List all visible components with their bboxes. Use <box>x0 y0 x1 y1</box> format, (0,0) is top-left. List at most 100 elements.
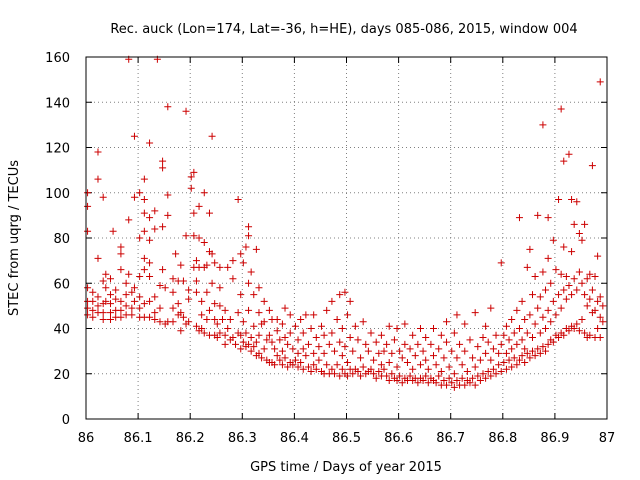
data-point <box>471 381 479 389</box>
data-point <box>109 227 117 235</box>
data-point <box>117 243 125 251</box>
data-point <box>432 379 440 387</box>
data-point <box>312 365 320 373</box>
data-point <box>151 207 159 215</box>
data-point <box>297 315 305 323</box>
x-tick-label: 86 <box>78 431 95 446</box>
data-point <box>310 311 318 319</box>
data-point <box>380 365 388 373</box>
data-point <box>271 345 279 353</box>
data-point <box>252 338 260 346</box>
data-point <box>310 349 318 357</box>
data-point <box>320 331 328 339</box>
grid-lines <box>86 57 607 419</box>
data-point <box>536 329 544 337</box>
data-point <box>440 377 448 385</box>
data-point <box>341 343 349 351</box>
data-point <box>239 318 247 326</box>
data-point <box>539 313 547 321</box>
data-point <box>396 347 404 355</box>
data-point <box>445 374 453 382</box>
data-point <box>239 338 247 346</box>
data-point <box>169 318 177 326</box>
data-point <box>362 340 370 348</box>
data-point <box>531 352 539 360</box>
data-point <box>247 334 255 342</box>
data-point <box>539 343 547 351</box>
data-point <box>372 338 380 346</box>
data-point <box>84 284 92 292</box>
data-point <box>94 254 102 262</box>
y-tick-label: 100 <box>45 187 70 202</box>
data-point <box>476 356 484 364</box>
data-point <box>450 383 458 391</box>
data-point <box>474 343 482 351</box>
data-point <box>156 318 164 326</box>
data-point <box>344 311 352 319</box>
x-tick-labels: 86 86.1 86.2 86.3 86.4 86.5 86.6 86.7 86.8 86.9 87 <box>78 431 616 446</box>
data-point <box>500 358 508 366</box>
data-point <box>547 318 555 326</box>
data-point <box>284 363 292 371</box>
data-point <box>393 325 401 332</box>
data-point <box>140 209 148 217</box>
data-point <box>164 191 172 199</box>
x-tick-label: 86.9 <box>540 431 569 446</box>
data-point <box>205 209 213 217</box>
data-point <box>263 336 271 344</box>
data-point <box>208 250 216 258</box>
data-point <box>539 121 547 129</box>
x-tick-label: 87 <box>599 431 616 446</box>
data-point <box>544 340 552 348</box>
data-point <box>211 315 219 323</box>
data-point <box>534 345 542 353</box>
data-point <box>276 336 284 344</box>
data-point <box>302 352 310 360</box>
data-point <box>440 354 448 362</box>
data-point <box>146 259 154 267</box>
data-point <box>448 379 456 387</box>
data-point <box>508 315 516 323</box>
data-point <box>474 372 482 380</box>
data-point <box>182 107 190 115</box>
data-point <box>375 349 383 357</box>
data-point <box>323 361 331 369</box>
data-point <box>528 334 536 342</box>
data-point <box>250 322 258 330</box>
data-point <box>484 367 492 375</box>
data-point <box>458 361 466 369</box>
data-point <box>594 325 602 332</box>
data-point <box>594 297 602 305</box>
data-point <box>299 329 307 337</box>
data-point <box>237 291 245 299</box>
data-point <box>260 318 268 326</box>
data-point <box>469 354 477 362</box>
data-point <box>260 345 268 353</box>
data-point <box>534 211 542 219</box>
data-point <box>544 214 552 222</box>
x-tick-label: 86.6 <box>384 431 413 446</box>
data-point <box>140 266 148 274</box>
data-point <box>125 270 133 278</box>
data-point <box>234 309 242 317</box>
data-point <box>396 372 404 380</box>
y-tick-label: 140 <box>45 96 70 111</box>
data-point <box>229 334 237 342</box>
data-point <box>393 363 401 371</box>
data-point <box>578 315 586 323</box>
data-point <box>273 327 281 335</box>
data-point <box>443 338 451 346</box>
data-point <box>377 331 385 339</box>
data-point <box>336 338 344 346</box>
data-point <box>99 315 107 323</box>
data-point <box>560 331 568 339</box>
data-point <box>122 291 130 299</box>
data-point <box>185 318 193 326</box>
data-point <box>213 334 221 342</box>
data-point <box>179 313 187 321</box>
data-point <box>140 254 148 262</box>
data-point <box>304 363 312 371</box>
data-point <box>315 356 323 364</box>
data-point <box>526 311 534 319</box>
data-point <box>466 336 474 344</box>
